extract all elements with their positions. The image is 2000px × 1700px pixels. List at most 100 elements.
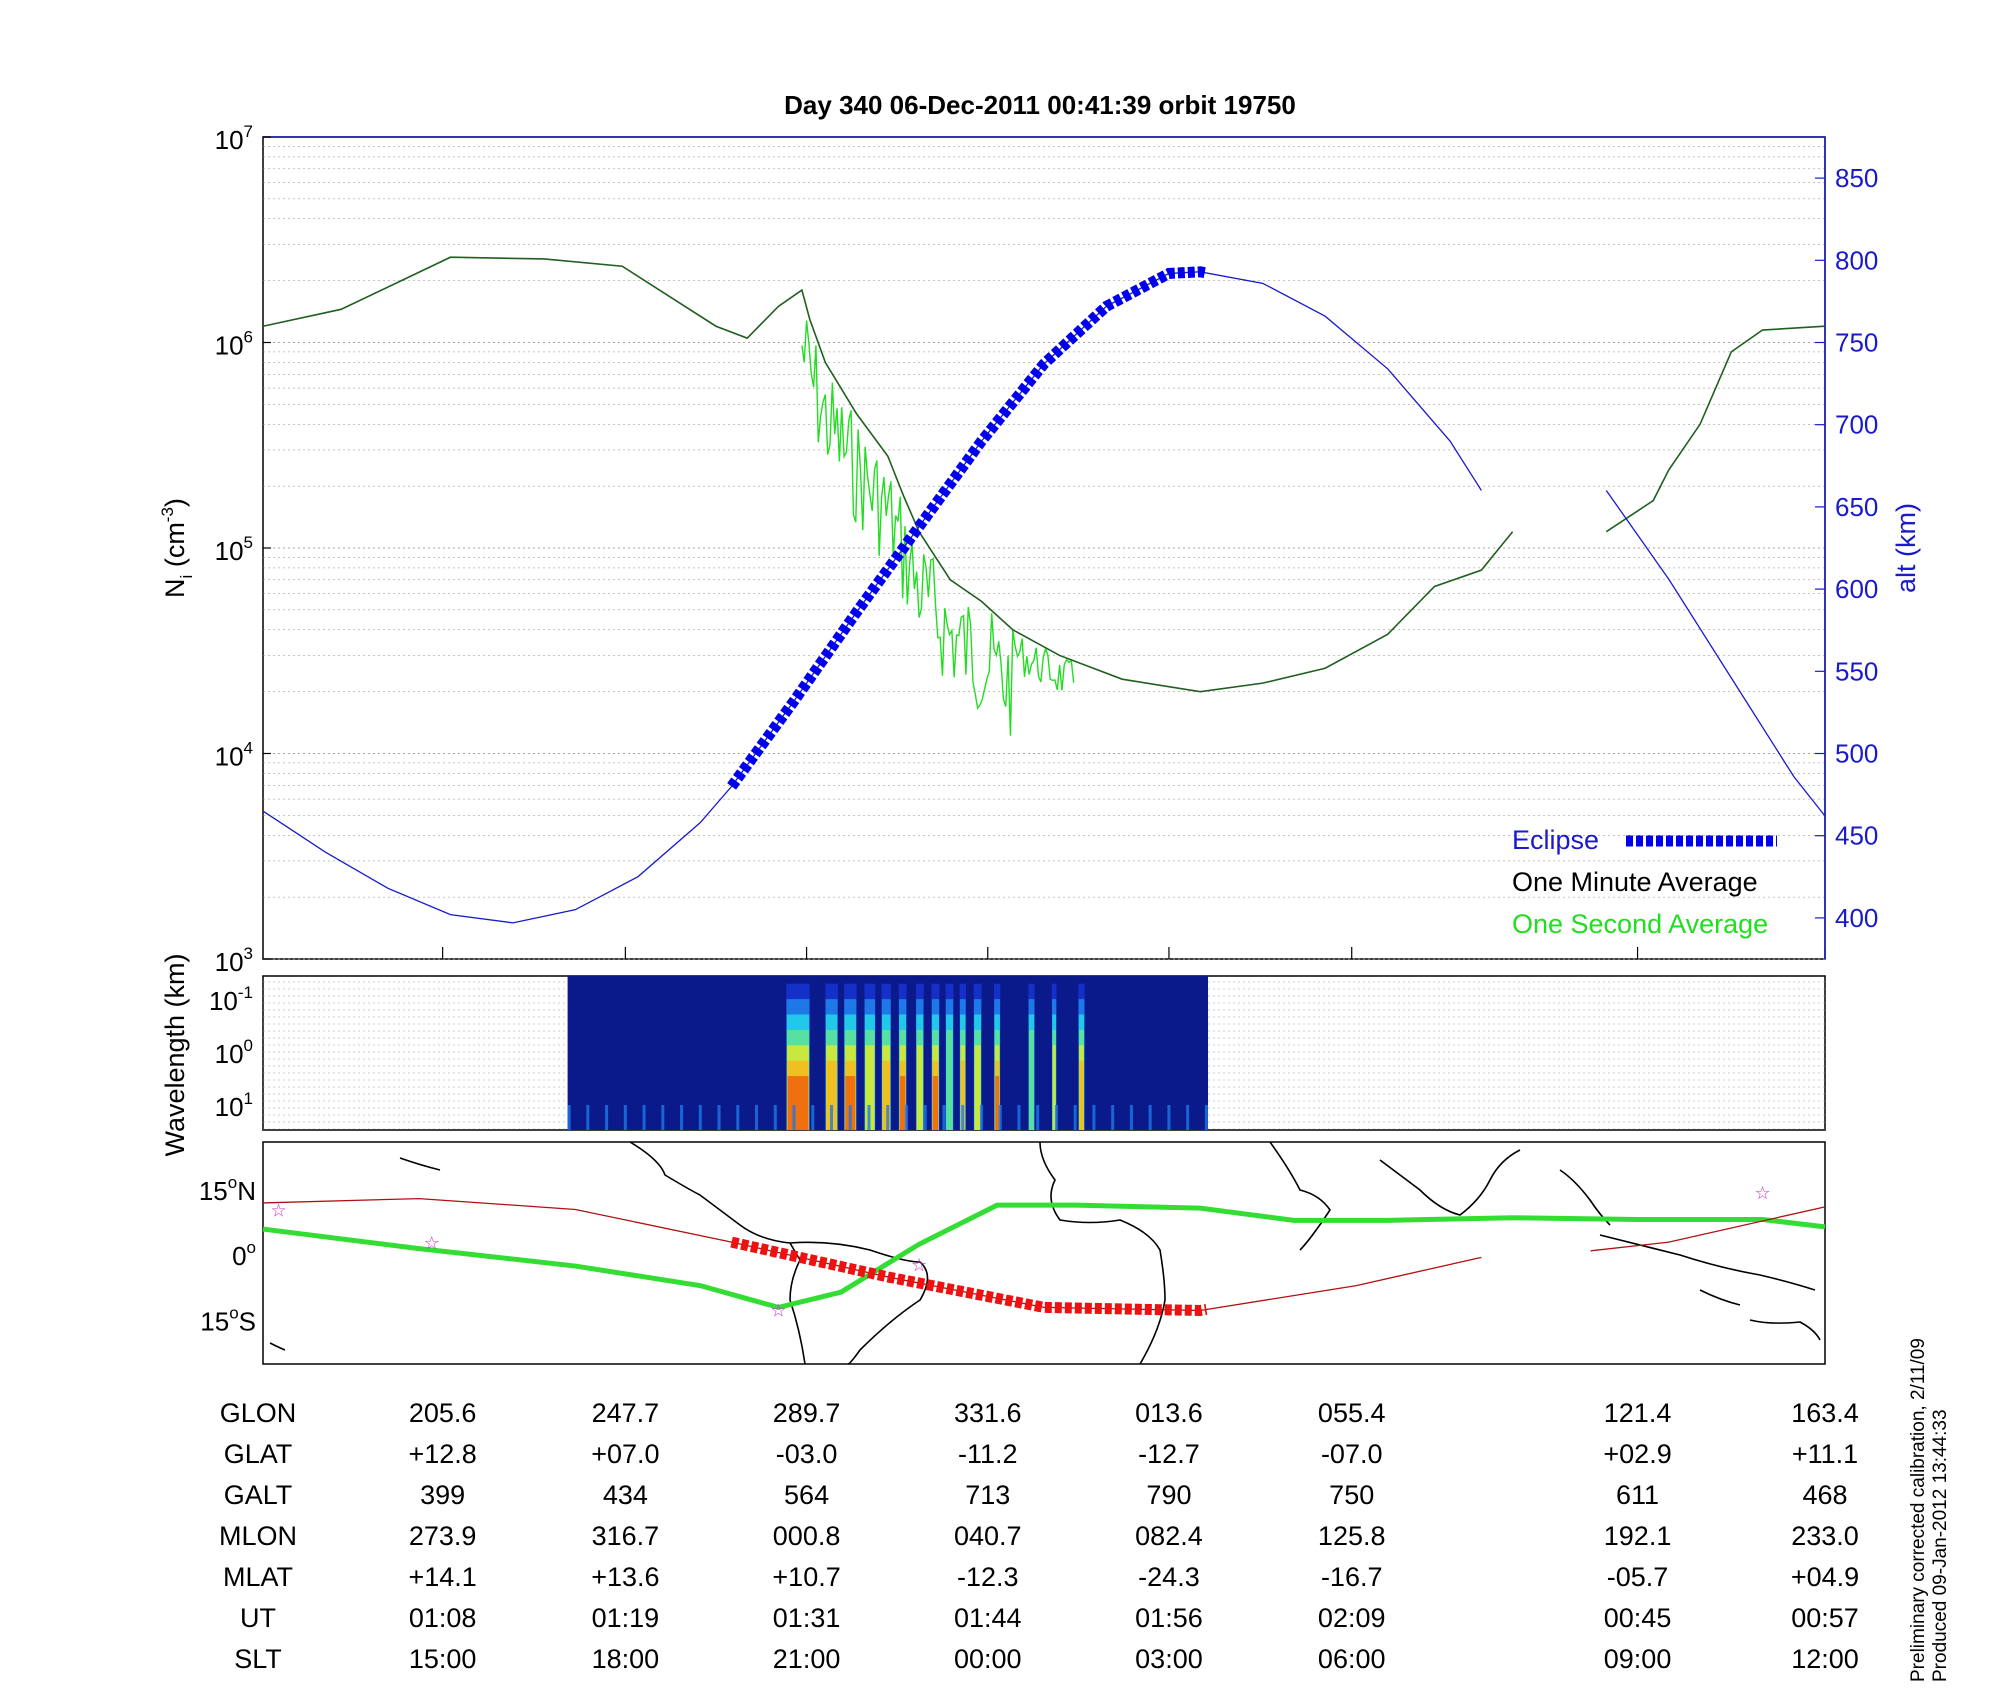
table-cell: 273.9 (409, 1521, 477, 1551)
coastlines (269, 1141, 1821, 1365)
spectrogram-y-label: Wavelength (km) (160, 953, 190, 1156)
table-cell: 192.1 (1604, 1521, 1672, 1551)
table-cell: 205.6 (409, 1398, 477, 1428)
coastline-arabia-india (1379, 1149, 1521, 1216)
table-cell: 01:44 (954, 1603, 1022, 1633)
table-cell: 00:00 (954, 1644, 1022, 1674)
alt-tick-label: 450 (1835, 821, 1878, 851)
ylabel-main: N (160, 578, 190, 598)
map-frame (262, 1141, 1826, 1365)
altitude-y-label: alt (km) (1891, 503, 1921, 593)
table-cell: 082.4 (1135, 1521, 1203, 1551)
map-markers: ☆ ☆ ☆ ☆ ☆ (271, 1183, 1771, 1322)
spectrogram-band (773, 1105, 777, 1130)
map-panel: ☆ ☆ ☆ ☆ ☆ 15oN 0o 15oS (199, 1141, 1826, 1365)
table-row-label: GALT (224, 1480, 293, 1510)
alt-tick-label: 400 (1835, 903, 1878, 933)
table-cell: 12:00 (1791, 1644, 1859, 1674)
alt-tick-label: 700 (1835, 410, 1878, 440)
map-star-icon: ☆ (1754, 1183, 1770, 1204)
spectrogram-burst (960, 1060, 965, 1130)
table-cell: +07.0 (591, 1439, 659, 1469)
spectrogram-burst (826, 1060, 837, 1130)
spectrogram-band (830, 1105, 834, 1130)
table-cell: 233.0 (1791, 1521, 1859, 1551)
one-minute-average-line (262, 256, 1514, 693)
spectrogram-band (567, 1105, 571, 1130)
magnetic-equator-line (262, 1202, 1826, 1310)
alt-tick-label: 850 (1835, 163, 1878, 193)
altitude-y-axis: 850 800 750 700 650 600 550 500 450 400 (1815, 163, 1878, 933)
eclipse-segment (727, 266, 1208, 790)
spectrogram-band (867, 1105, 871, 1130)
spectrogram-band (736, 1105, 740, 1130)
legend-minute-label: One Minute Average (1512, 867, 1758, 897)
altitude-line (1605, 490, 1826, 817)
table-cell: 247.7 (592, 1398, 660, 1428)
table-cell: 040.7 (954, 1521, 1022, 1551)
spectrogram-band (1129, 1105, 1133, 1130)
table-cell: 03:00 (1135, 1644, 1203, 1674)
ground-track-line (1590, 1206, 1826, 1252)
table-cell: 564 (784, 1480, 829, 1510)
spectrogram-band (698, 1105, 702, 1130)
alt-tick-label: 550 (1835, 656, 1878, 686)
spectrogram-burst (845, 1076, 856, 1130)
spectrogram-band (642, 1105, 646, 1130)
latitude-tick-label: 15oN (199, 1173, 256, 1206)
coastline-central-america (629, 1141, 806, 1365)
table-cell: 331.6 (954, 1398, 1022, 1428)
spectrogram-band (1092, 1105, 1096, 1130)
table-cell: 013.6 (1135, 1398, 1203, 1428)
spectrogram-band (848, 1105, 852, 1130)
table-cell: 713 (965, 1480, 1010, 1510)
spectrogram-band (586, 1105, 590, 1130)
alt-tick-label: 500 (1835, 739, 1878, 769)
spectrogram-panel: 10-1 100 101 Wavelength (km) (160, 953, 1826, 1157)
table-cell: -07.0 (1321, 1439, 1383, 1469)
spectrogram-band (923, 1105, 927, 1130)
density-tick-label: 103 (215, 944, 253, 977)
table-row-label: SLT (234, 1644, 282, 1674)
alt-tick-label: 600 (1835, 574, 1878, 604)
table-cell: 18:00 (592, 1644, 660, 1674)
wavelength-tick-label: 10-1 (209, 983, 253, 1016)
spectrogram-burst (1079, 1060, 1084, 1130)
coastline-australia (1749, 1319, 1821, 1341)
coastline-island-sw (269, 1342, 286, 1351)
one-second-average-line (801, 320, 1075, 736)
table-cell: 611 (1616, 1480, 1659, 1510)
table-cell: 00:45 (1604, 1603, 1672, 1633)
table-cell: -12.3 (957, 1562, 1019, 1592)
table-cell: 21:00 (773, 1644, 841, 1674)
spectrogram-burst (1028, 1029, 1035, 1130)
spectrogram-band (755, 1105, 759, 1130)
spectrogram-band (1017, 1105, 1021, 1130)
spectrogram-band (680, 1105, 684, 1130)
spectrogram-band (1204, 1105, 1208, 1130)
legend: Eclipse One Minute Average One Second Av… (1512, 825, 1777, 939)
coastline-africa-west (1039, 1141, 1166, 1365)
table-cell: 316.7 (592, 1521, 660, 1551)
density-panel: 107 106 105 104 103 850 800 750 700 650 600 550 500… (158, 122, 1921, 1130)
spectrogram-band (886, 1105, 890, 1130)
ylabel-sup: -3 (158, 507, 177, 522)
spectrogram-band (961, 1105, 965, 1130)
table-cell: 06:00 (1318, 1644, 1386, 1674)
spectrogram-band (1111, 1105, 1115, 1130)
ylabel-sub: i (177, 575, 196, 579)
spectrogram-burst (1052, 1045, 1056, 1130)
spectrogram-band (717, 1105, 721, 1130)
table-cell: -05.7 (1607, 1562, 1669, 1592)
table-row-label: MLAT (223, 1562, 293, 1592)
map-eclipse-segment (730, 1236, 1208, 1316)
spectrogram-burst (946, 1029, 953, 1130)
density-tick-label: 105 (215, 533, 253, 566)
table-cell: -24.3 (1138, 1562, 1200, 1592)
ylabel-close: ) (160, 498, 190, 507)
calibration-note: Preliminary corrected calibration, 2/11/… (1908, 1338, 1929, 1682)
table-cell: +14.1 (408, 1562, 476, 1592)
spectrogram-band (1148, 1105, 1152, 1130)
table-cell: -12.7 (1138, 1439, 1200, 1469)
table-cell: -03.0 (776, 1439, 838, 1469)
